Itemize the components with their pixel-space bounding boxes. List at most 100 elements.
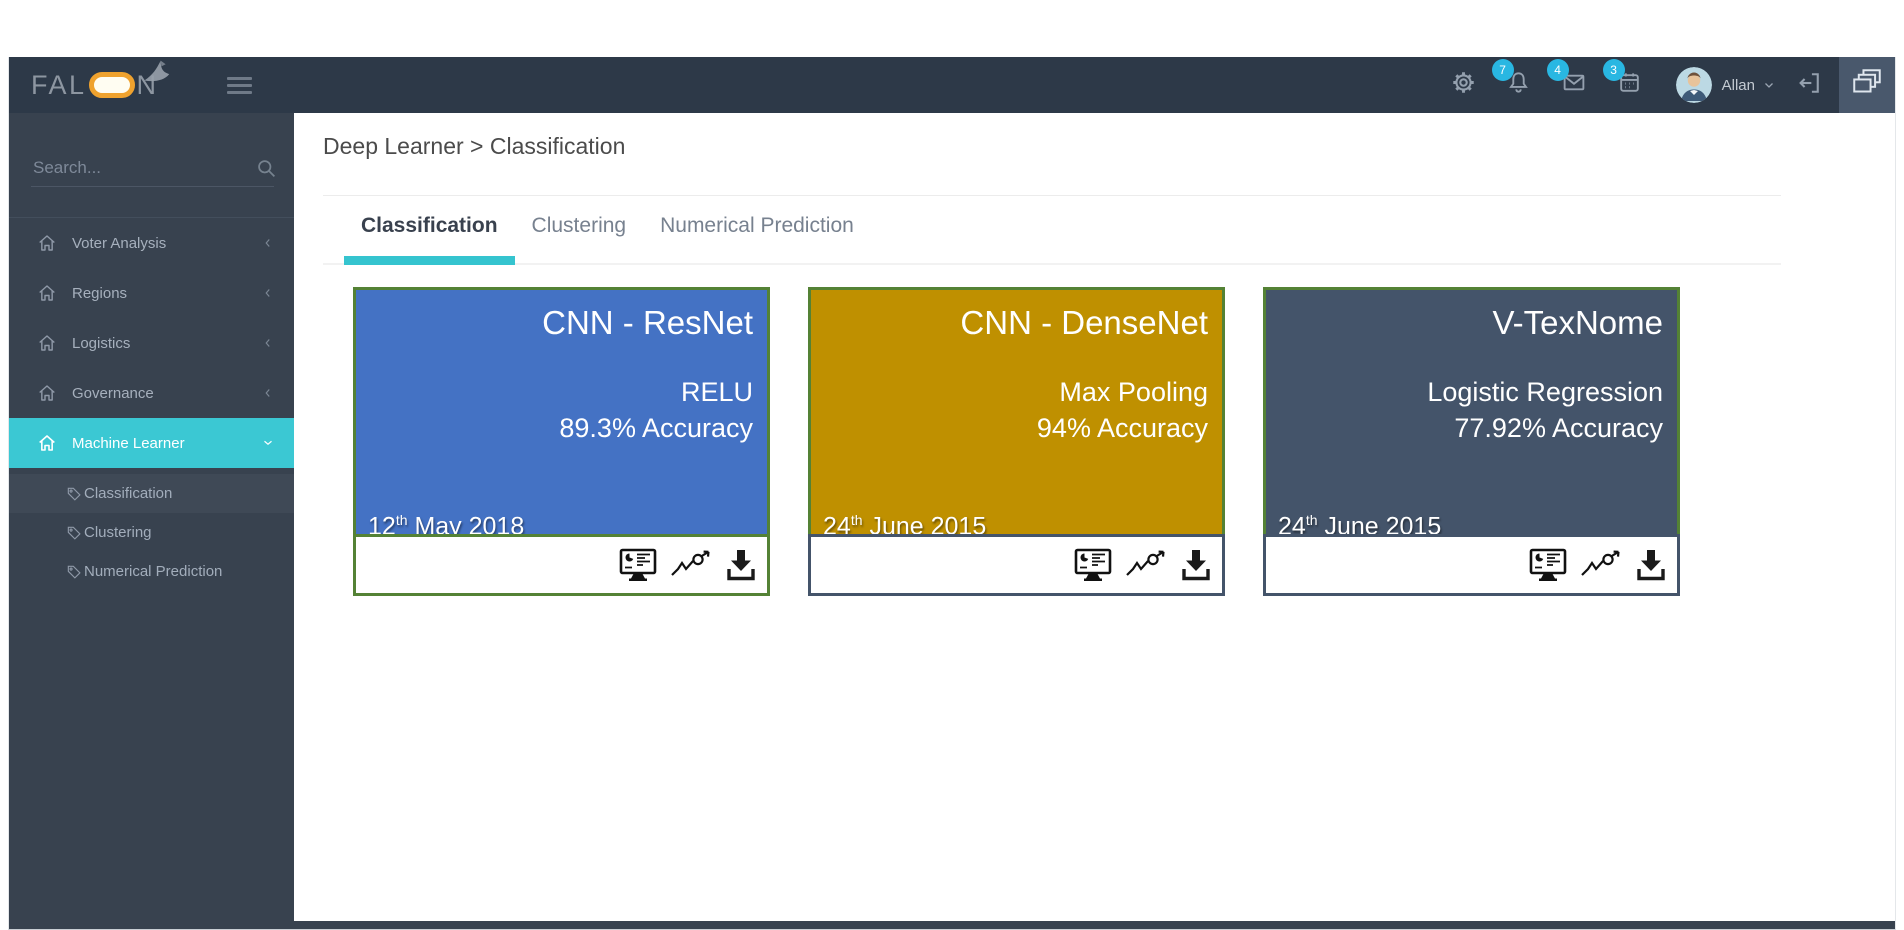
trend-icon[interactable]: [1580, 550, 1622, 580]
tag-icon: [66, 486, 82, 502]
download-icon[interactable]: [1180, 548, 1212, 582]
model-method: Logistic Regression: [1427, 376, 1663, 407]
gear-icon: [1451, 70, 1476, 100]
chevron-left-icon: [262, 337, 274, 349]
calendar-button[interactable]: 3: [1602, 59, 1642, 100]
model-details: Logistic Regression 77.92% Accuracy: [1280, 374, 1663, 447]
windows-icon: [1850, 66, 1884, 105]
search-input[interactable]: [31, 157, 256, 179]
notifications-button[interactable]: 7: [1491, 59, 1531, 100]
chevron-down-icon: [262, 437, 274, 449]
top-navbar: FAL N: [9, 57, 1895, 113]
sidebar-subitem-label: Numerical Prediction: [84, 563, 223, 580]
chevron-down-icon: [1763, 79, 1775, 91]
chevron-left-icon: [262, 237, 274, 249]
model-card-footer: [808, 534, 1225, 596]
sidebar-subitem-label: Clustering: [84, 524, 152, 541]
monitor-dashboard-icon[interactable]: [619, 548, 657, 582]
falcon-bird-icon: [143, 59, 177, 90]
envelope-icon: [1561, 70, 1587, 100]
calendar-badge: 3: [1602, 59, 1625, 81]
model-card-body: CNN - ResNet RELU 89.3% Accuracy 12th Ma…: [353, 287, 770, 534]
download-icon[interactable]: [725, 548, 757, 582]
trend-icon[interactable]: [670, 550, 712, 580]
model-date: 24th June 2015: [1278, 511, 1442, 534]
model-accuracy: 89.3% Accuracy: [559, 413, 753, 444]
home-icon: [37, 433, 57, 453]
app-window: FAL N: [8, 57, 1896, 930]
chevron-left-icon: [262, 387, 274, 399]
tab-numerical-prediction[interactable]: Numerical Prediction: [660, 214, 854, 237]
sidebar-item-logistics[interactable]: Logistics: [9, 318, 294, 368]
model-method: Max Pooling: [1059, 376, 1208, 407]
sidebar-item-machine-learner[interactable]: Machine Learner: [9, 418, 294, 468]
settings-button[interactable]: [1451, 70, 1476, 100]
sidebar-subitem-numerical-prediction[interactable]: Numerical Prediction: [9, 552, 294, 591]
sidebar-item-governance[interactable]: Governance: [9, 368, 294, 418]
model-date: 24th June 2015: [823, 511, 987, 534]
tag-icon: [66, 525, 82, 541]
model-date: 12th May 2018: [368, 511, 525, 534]
tab-bar: Classification Clustering Numerical Pred…: [323, 196, 1781, 265]
sidebar-item-voter-analysis[interactable]: Voter Analysis: [9, 218, 294, 268]
model-title: CNN - ResNet: [542, 304, 753, 341]
hamburger-icon[interactable]: [221, 67, 258, 104]
tab-clustering[interactable]: Clustering: [531, 214, 627, 237]
home-icon: [37, 233, 57, 253]
chevron-left-icon: [262, 287, 274, 299]
download-icon[interactable]: [1635, 548, 1667, 582]
messages-button[interactable]: 4: [1546, 59, 1587, 100]
calendar-icon: [1617, 70, 1642, 100]
navbar-actions: 7 4 3: [1451, 57, 1895, 113]
model-details: Max Pooling 94% Accuracy: [825, 374, 1208, 447]
sidebar-item-label: Voter Analysis: [72, 234, 167, 252]
model-card-cnn-resnet[interactable]: CNN - ResNet RELU 89.3% Accuracy 12th Ma…: [353, 287, 770, 596]
model-cards-row: CNN - ResNet RELU 89.3% Accuracy 12th Ma…: [353, 287, 1895, 596]
model-card-footer: [353, 534, 770, 596]
sidebar-subitem-label: Classification: [84, 485, 173, 502]
bell-icon: [1506, 70, 1531, 100]
home-icon: [37, 333, 57, 353]
sidebar: Voter Analysis Regions: [9, 113, 294, 921]
model-accuracy: 94% Accuracy: [1036, 413, 1208, 444]
logout-button[interactable]: [1795, 69, 1823, 102]
monitor-dashboard-icon[interactable]: [1529, 548, 1567, 582]
sidebar-subitem-classification[interactable]: Classification: [9, 474, 294, 513]
model-title: V-TexNome: [1492, 304, 1663, 341]
home-icon: [37, 283, 57, 303]
sidebar-search: [31, 157, 277, 187]
home-icon: [37, 383, 57, 403]
sidebar-item-label: Logistics: [72, 334, 131, 352]
model-method: RELU: [680, 376, 753, 407]
model-accuracy: 77.92% Accuracy: [1454, 413, 1663, 444]
avatar: [1675, 67, 1712, 103]
breadcrumb: Deep Learner > Classification: [323, 133, 626, 159]
main-content: Deep Learner > Classification Classifica…: [294, 113, 1895, 921]
user-menu[interactable]: Allan: [1675, 67, 1775, 103]
windows-button[interactable]: [1839, 57, 1895, 113]
monitor-dashboard-icon[interactable]: [1074, 548, 1112, 582]
tab-classification[interactable]: Classification: [344, 196, 515, 265]
sidebar-item-label: Regions: [72, 284, 128, 302]
search-icon[interactable]: [256, 158, 277, 179]
model-card-cnn-densenet[interactable]: CNN - DenseNet Max Pooling 94% Accuracy …: [808, 287, 1225, 596]
sidebar-divider: [9, 217, 294, 218]
sidebar-item-label: Machine Learner: [72, 434, 185, 452]
bottom-bar: [9, 921, 1895, 929]
logout-icon: [1795, 69, 1823, 102]
tag-icon: [66, 564, 82, 580]
falcon-logo[interactable]: FAL N: [31, 57, 169, 113]
logo-pill: [88, 72, 135, 98]
model-details: RELU 89.3% Accuracy: [370, 374, 753, 447]
sidebar-item-label: Governance: [72, 384, 154, 402]
sidebar-item-regions[interactable]: Regions: [9, 268, 294, 318]
model-title: CNN - DenseNet: [960, 304, 1208, 341]
notifications-badge: 7: [1491, 59, 1514, 81]
model-card-footer: [1263, 534, 1680, 596]
model-card-v-texnome[interactable]: V-TexNome Logistic Regression 77.92% Acc…: [1263, 287, 1680, 596]
trend-icon[interactable]: [1125, 550, 1167, 580]
model-card-body: V-TexNome Logistic Regression 77.92% Acc…: [1263, 287, 1680, 534]
sidebar-subitem-clustering[interactable]: Clustering: [9, 513, 294, 552]
model-card-body: CNN - DenseNet Max Pooling 94% Accuracy …: [808, 287, 1225, 534]
logo-text-pre: FAL: [31, 69, 87, 100]
